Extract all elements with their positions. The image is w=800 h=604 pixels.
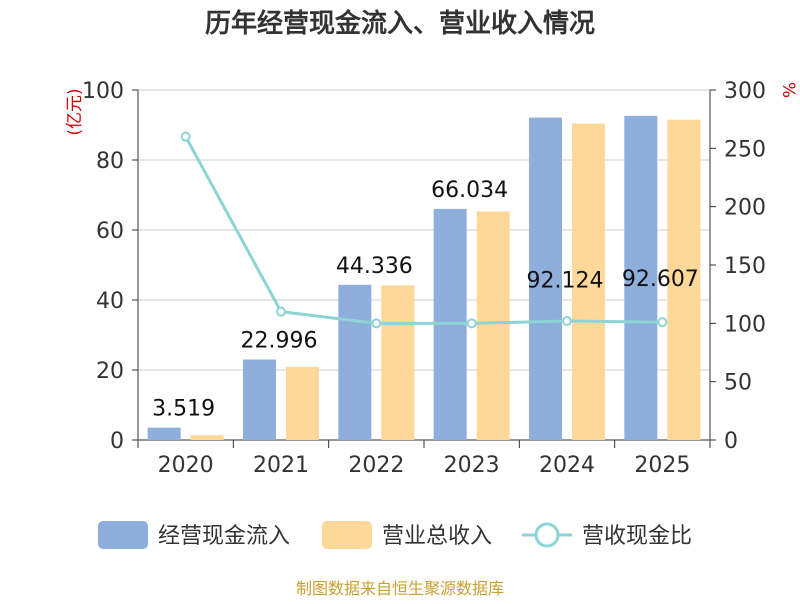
bar-cash-inflow xyxy=(529,117,562,440)
chart-title: 历年经营现金流入、营业收入情况 xyxy=(205,8,595,39)
y-right-tick-label: 50 xyxy=(724,371,752,396)
y-right-tick-label: 100 xyxy=(724,312,766,337)
bar-revenue xyxy=(190,435,224,440)
y-left-tick-label: 100 xyxy=(82,79,124,104)
data-label: 92.124 xyxy=(527,269,604,294)
line-point xyxy=(371,318,382,329)
data-label: 66.034 xyxy=(431,178,508,203)
line-point xyxy=(562,316,572,326)
data-label: 3.519 xyxy=(152,397,215,422)
legend-swatch xyxy=(98,521,148,549)
legend-label: 营收现金比 xyxy=(582,524,692,549)
bar-cash-inflow xyxy=(338,284,372,440)
y-left-tick-label: 80 xyxy=(96,149,124,174)
bar-revenue xyxy=(476,211,510,440)
x-tick-label: 2024 xyxy=(539,453,595,478)
legend-swatch xyxy=(322,521,372,549)
y-right-tick-label: 300 xyxy=(724,79,766,104)
y-right-tick-label: 0 xyxy=(724,429,738,454)
y-right-tick-label: 250 xyxy=(724,137,766,162)
line-point xyxy=(180,131,191,142)
line-point xyxy=(657,317,668,328)
bar-revenue xyxy=(286,366,319,440)
y-left-tick-label: 60 xyxy=(96,219,124,244)
x-tick-label: 2020 xyxy=(158,453,214,478)
source-note: 制图数据来自恒生聚源数据库 xyxy=(296,579,504,598)
x-tick-label: 2023 xyxy=(444,453,500,478)
legend-label: 营业总收入 xyxy=(382,524,492,549)
legend-label: 经营现金流入 xyxy=(158,524,290,549)
line-point xyxy=(466,318,477,329)
x-tick-label: 2022 xyxy=(348,453,404,478)
line-series xyxy=(184,135,663,325)
bar-revenue xyxy=(667,119,701,440)
data-label: 22.996 xyxy=(241,329,318,354)
y-left-axis-label: (亿元) xyxy=(65,88,85,135)
x-tick-label: 2025 xyxy=(634,453,690,478)
bar-revenue xyxy=(381,285,415,440)
x-tick-label: 2021 xyxy=(253,453,309,478)
y-left-tick-label: 20 xyxy=(96,359,124,384)
data-label: 92.607 xyxy=(622,267,699,292)
y-left-tick-label: 40 xyxy=(96,289,124,314)
data-label: 44.336 xyxy=(336,254,413,279)
bar-cash-inflow xyxy=(624,115,658,441)
y-right-tick-label: 200 xyxy=(724,196,766,221)
legend-marker xyxy=(534,522,560,548)
y-right-tick-label: 150 xyxy=(724,254,766,279)
bar-cash-inflow xyxy=(243,359,276,440)
y-left-tick-label: 0 xyxy=(110,429,124,454)
line-point xyxy=(276,306,286,317)
y-right-axis-label: % xyxy=(778,82,798,98)
bar-revenue xyxy=(572,123,605,440)
bar-cash-inflow xyxy=(147,427,181,440)
